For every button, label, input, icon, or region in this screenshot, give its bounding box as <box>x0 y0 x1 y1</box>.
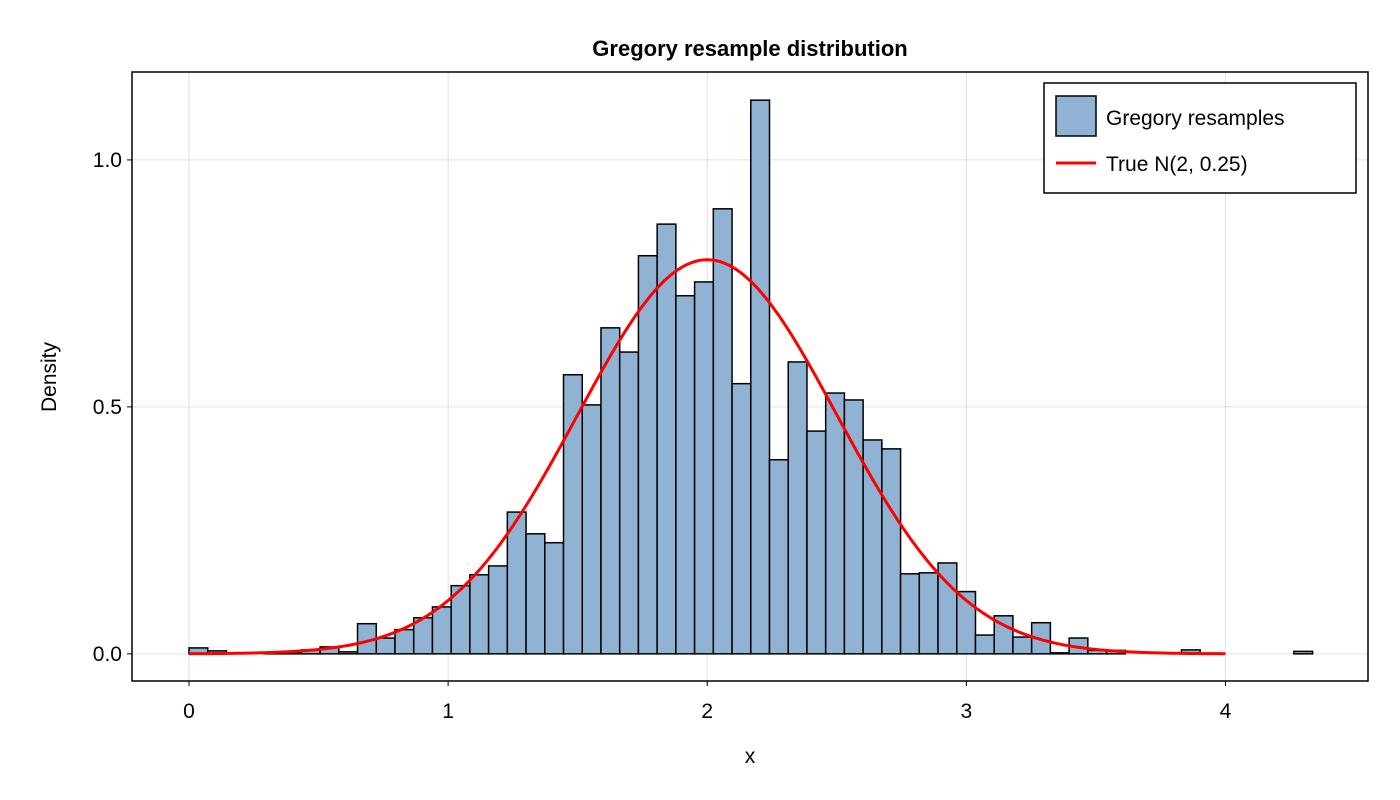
histogram-bar <box>600 327 621 655</box>
y-tick-label: 0.0 <box>93 643 122 666</box>
histogram-bar <box>637 254 658 655</box>
x-axis-label: x <box>745 745 756 768</box>
x-tick-label: 1 <box>442 700 454 723</box>
histogram-bar <box>750 99 771 655</box>
histogram-bar <box>487 565 509 655</box>
y-tick-label: 1.0 <box>93 149 122 172</box>
x-axis-ticks: 0 1 2 3 4 <box>183 681 1232 723</box>
histogram-bar <box>862 439 883 655</box>
histogram-bar <box>787 361 808 655</box>
x-tick-label: 2 <box>701 700 713 723</box>
histogram-bar <box>656 223 677 655</box>
histogram-bar <box>881 448 902 655</box>
histogram-bar <box>562 374 583 655</box>
histogram-bar <box>394 628 415 655</box>
x-tick-label: 0 <box>183 700 195 723</box>
histogram-bar <box>375 637 396 655</box>
histogram-bar <box>899 573 921 655</box>
histogram-bar <box>956 590 977 655</box>
histogram-bar <box>618 351 640 655</box>
histogram-bar <box>675 294 696 655</box>
y-tick-label: 0.5 <box>93 396 122 419</box>
histogram-bar <box>544 541 565 655</box>
histogram-bar <box>581 404 602 655</box>
normal-density-curve <box>189 258 1226 656</box>
histogram-bar <box>712 208 733 655</box>
histogram-bar <box>693 281 715 655</box>
histogram-bar <box>1049 652 1070 655</box>
histogram-bar <box>918 572 939 655</box>
histogram-bar <box>731 382 752 655</box>
x-tick-label: 4 <box>1220 700 1232 723</box>
y-axis-ticks: 0.0 0.5 1.0 <box>93 149 132 666</box>
histogram-bar <box>1293 650 1314 655</box>
histogram-bar <box>824 392 846 655</box>
histogram-bar <box>806 430 827 655</box>
histogram-bar <box>338 651 359 655</box>
histogram-bar <box>469 574 490 655</box>
histogram-bar <box>974 634 995 655</box>
histogram-bar <box>768 458 789 655</box>
histogram-bar <box>843 399 864 655</box>
x-tick-label: 3 <box>961 700 973 723</box>
legend-histogram-swatch <box>1055 95 1097 137</box>
plot-frame <box>131 71 1369 682</box>
histogram-bar <box>1012 636 1033 655</box>
histogram-bar <box>506 511 527 655</box>
y-axis-label: Density <box>38 341 61 412</box>
histogram-bar <box>993 615 1014 655</box>
legend: Gregory resamples True N(2, 0.25) <box>1043 82 1357 194</box>
legend-histogram-label: Gregory resamples <box>1106 107 1285 130</box>
histogram-bar <box>431 606 452 655</box>
histogram-bar <box>525 533 546 655</box>
legend-curve-label: True N(2, 0.25) <box>1106 153 1248 176</box>
chart-title: Gregory resample distribution <box>592 36 907 61</box>
